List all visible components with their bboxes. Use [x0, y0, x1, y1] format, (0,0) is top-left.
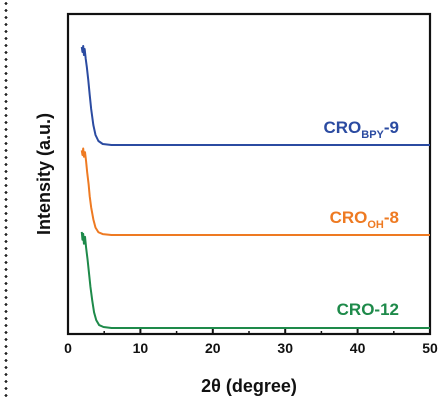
series-label-main: CRO-12	[337, 300, 399, 319]
series-label-cro-12: CRO-12	[337, 300, 399, 319]
series-label-main: CRO	[330, 208, 368, 227]
series-line-crooh-8	[80, 147, 430, 236]
series-label-subscript: BPY	[361, 129, 384, 141]
series-label-crooh-8: CROOH-8	[330, 208, 399, 231]
x-tick-label-1: 10	[133, 340, 149, 356]
series-label-subscript: OH	[367, 219, 384, 231]
x-axis-title: 2θ (degree)	[201, 376, 297, 396]
series-line-cro-12	[80, 231, 430, 329]
x-tick-label-5: 50	[422, 340, 438, 356]
dotted-border	[4, 0, 8, 401]
series-label-main: CRO	[323, 118, 361, 137]
plot-frame	[66, 12, 432, 336]
x-axis-ticks: 0 10 20 30 40 50	[64, 328, 438, 356]
series-label-crobpy-9: CROBPY-9	[323, 118, 399, 141]
x-tick-label-4: 40	[350, 340, 366, 356]
y-axis-title: Intensity (a.u.)	[34, 113, 54, 235]
series-group	[80, 45, 430, 329]
series-line-crobpy-9	[80, 45, 430, 146]
series-label-suffix: -8	[384, 208, 399, 227]
x-tick-label-2: 20	[205, 340, 221, 356]
x-tick-label-0: 0	[64, 340, 72, 356]
x-tick-label-3: 30	[277, 340, 293, 356]
series-label-suffix: -9	[384, 118, 399, 137]
